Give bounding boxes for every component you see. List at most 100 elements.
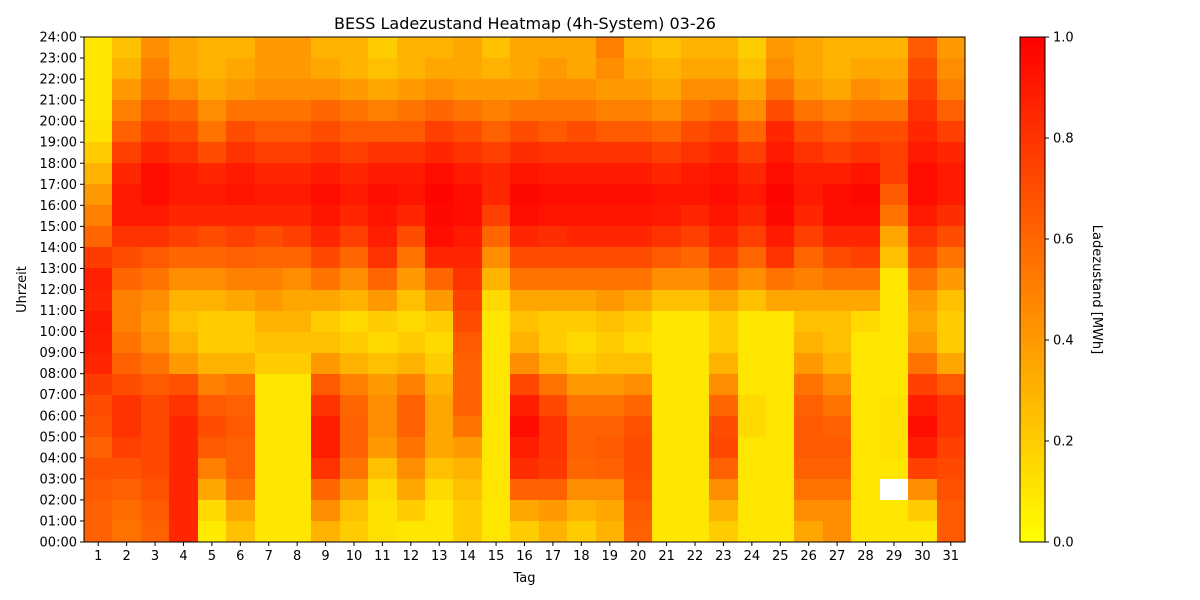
heatmap-cell bbox=[652, 332, 681, 353]
heatmap-cell bbox=[794, 311, 823, 332]
heatmap-cell bbox=[709, 163, 738, 184]
heatmap-cell bbox=[567, 374, 596, 395]
heatmap-cell bbox=[851, 205, 880, 226]
heatmap-cell bbox=[311, 79, 340, 100]
heatmap-cell bbox=[112, 521, 141, 542]
heatmap-cell bbox=[851, 226, 880, 247]
heatmap-cell bbox=[453, 416, 482, 437]
heatmap-cell bbox=[539, 374, 567, 395]
heatmap-cell bbox=[510, 79, 539, 100]
heatmap-cell bbox=[908, 184, 937, 205]
heatmap-cell bbox=[908, 353, 937, 374]
x-tick-label: 23 bbox=[715, 549, 732, 564]
heatmap-cell bbox=[624, 521, 652, 542]
heatmap-cell bbox=[766, 184, 794, 205]
heatmap-cell bbox=[567, 163, 596, 184]
y-tick-label: 07:00 bbox=[40, 388, 77, 403]
heatmap-cell bbox=[169, 142, 198, 163]
colorbar bbox=[1019, 36, 1046, 543]
heatmap-cell bbox=[738, 100, 766, 121]
heatmap-cell bbox=[766, 290, 794, 311]
heatmap-cell bbox=[283, 311, 311, 332]
x-tick-label: 2 bbox=[122, 549, 130, 564]
heatmap-cell bbox=[226, 437, 255, 458]
heatmap-cell bbox=[311, 205, 340, 226]
heatmap-cell bbox=[112, 437, 141, 458]
heatmap-cell bbox=[908, 247, 937, 268]
heatmap-cell bbox=[681, 205, 709, 226]
heatmap-cell bbox=[709, 290, 738, 311]
heatmap-cell bbox=[681, 374, 709, 395]
heatmap-cell bbox=[567, 121, 596, 142]
heatmap-cell bbox=[510, 332, 539, 353]
heatmap-cell bbox=[141, 437, 169, 458]
heatmap-cell bbox=[169, 100, 198, 121]
heatmap-cell bbox=[169, 163, 198, 184]
heatmap-cell bbox=[766, 205, 794, 226]
heatmap-cell bbox=[397, 100, 425, 121]
heatmap-cell bbox=[937, 184, 965, 205]
heatmap-cell bbox=[596, 58, 624, 79]
heatmap-cell bbox=[567, 500, 596, 521]
heatmap-cell bbox=[567, 268, 596, 290]
heatmap-cell bbox=[169, 121, 198, 142]
heatmap-cell bbox=[794, 205, 823, 226]
heatmap-cell bbox=[794, 184, 823, 205]
heatmap-cell bbox=[226, 395, 255, 416]
heatmap-cell bbox=[198, 268, 226, 290]
heatmap-cell bbox=[794, 437, 823, 458]
heatmap-cell bbox=[368, 142, 397, 163]
heatmap-cell bbox=[738, 184, 766, 205]
heatmap-cell bbox=[368, 332, 397, 353]
y-tick-label: 17:00 bbox=[40, 178, 77, 193]
heatmap-cell bbox=[908, 437, 937, 458]
heatmap-cell bbox=[283, 521, 311, 542]
heatmap-cell bbox=[112, 37, 141, 58]
heatmap-cell bbox=[851, 121, 880, 142]
heatmap-cell bbox=[539, 290, 567, 311]
heatmap-cell bbox=[624, 458, 652, 479]
heatmap-cell bbox=[596, 163, 624, 184]
heatmap-cell bbox=[198, 226, 226, 247]
heatmap-cell bbox=[84, 500, 112, 521]
heatmap-cell bbox=[851, 332, 880, 353]
heatmap-cell bbox=[823, 311, 851, 332]
heatmap-cell bbox=[425, 290, 453, 311]
heatmap-cell bbox=[482, 121, 510, 142]
heatmap-cell bbox=[681, 226, 709, 247]
heatmap-cell bbox=[567, 395, 596, 416]
heatmap-cell bbox=[766, 268, 794, 290]
heatmap-cell bbox=[937, 479, 965, 500]
heatmap-cell bbox=[908, 521, 937, 542]
heatmap-cell bbox=[937, 353, 965, 374]
heatmap-cell bbox=[482, 37, 510, 58]
heatmap-cell bbox=[226, 184, 255, 205]
heatmap-cell bbox=[453, 226, 482, 247]
heatmap-cell bbox=[709, 184, 738, 205]
heatmap-cell bbox=[937, 100, 965, 121]
heatmap-cell bbox=[84, 226, 112, 247]
heatmap-cell bbox=[169, 479, 198, 500]
heatmap-cell bbox=[169, 437, 198, 458]
heatmap-cell bbox=[624, 395, 652, 416]
heatmap-cell bbox=[794, 121, 823, 142]
heatmap-cell bbox=[453, 395, 482, 416]
heatmap-cell bbox=[766, 500, 794, 521]
heatmap-cell bbox=[539, 247, 567, 268]
heatmap-cell bbox=[112, 100, 141, 121]
heatmap-cell bbox=[255, 290, 283, 311]
heatmap-cell bbox=[652, 184, 681, 205]
heatmap-cell bbox=[539, 332, 567, 353]
x-tick-label: 12 bbox=[403, 549, 420, 564]
heatmap-cell bbox=[539, 268, 567, 290]
y-tick-label: 11:00 bbox=[40, 304, 77, 319]
heatmap-cell bbox=[624, 37, 652, 58]
heatmap-cell bbox=[453, 458, 482, 479]
colorbar-ticks: 0.0 0.2 0.4 0.6 0.8 1.0 bbox=[1045, 31, 1074, 551]
heatmap-cell bbox=[567, 205, 596, 226]
heatmap-cell bbox=[198, 500, 226, 521]
heatmap-cell bbox=[766, 37, 794, 58]
heatmap-cell bbox=[567, 416, 596, 437]
heatmap-cell bbox=[311, 142, 340, 163]
x-tick-label: 20 bbox=[630, 549, 647, 564]
